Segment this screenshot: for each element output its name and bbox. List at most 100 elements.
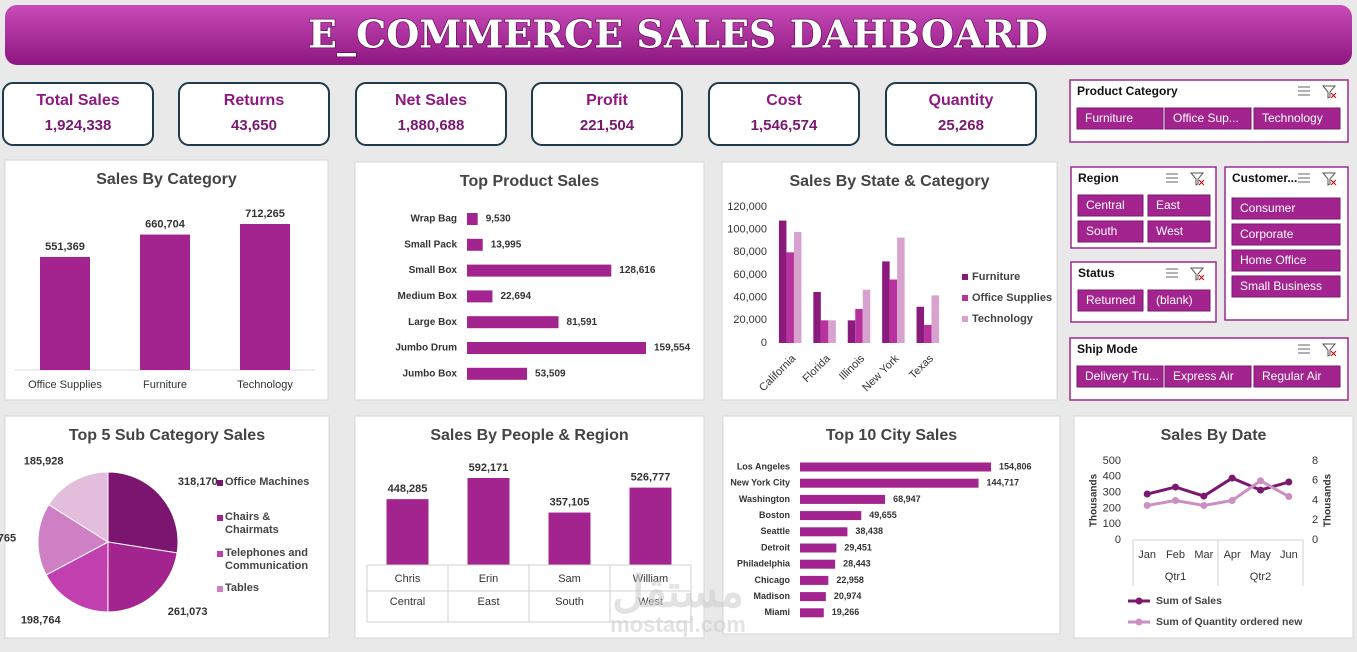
kpi-label: Total Sales	[36, 92, 119, 109]
y-tick-label: Seattle	[760, 526, 790, 536]
y-tick-label: Large Box	[408, 317, 457, 328]
slicer-item-label[interactable]: Consumer	[1240, 201, 1295, 215]
slicer-item[interactable]	[1076, 107, 1164, 130]
clear-filter-x	[1198, 274, 1205, 281]
pie-slice	[37, 504, 109, 576]
slicer-item[interactable]	[1147, 289, 1211, 312]
bar	[916, 306, 925, 343]
slicer-item-label[interactable]: Delivery Tru...	[1085, 369, 1159, 383]
bar	[467, 478, 510, 565]
bar	[882, 261, 890, 343]
slicer-item[interactable]	[1231, 275, 1341, 298]
bar	[847, 320, 856, 343]
data-label: 448,285	[388, 483, 428, 495]
pie-slice	[107, 541, 178, 613]
bar	[629, 487, 672, 565]
y-tick-label: Jumbo Box	[403, 368, 458, 379]
slicer-item[interactable]	[1231, 197, 1341, 220]
slicer-item[interactable]	[1231, 249, 1341, 272]
x-tick-label: Feb	[1166, 549, 1185, 561]
slicer-item[interactable]	[1231, 223, 1341, 246]
slicer-title: Ship Mode	[1077, 342, 1138, 356]
bar	[800, 478, 979, 488]
clear-filter-x	[1198, 179, 1205, 186]
y-tick-label: Boston	[759, 510, 790, 520]
data-label: 38,438	[855, 526, 883, 536]
clear-filter-x	[1330, 350, 1337, 357]
point	[1143, 501, 1151, 509]
legend-label: Office Supplies	[972, 292, 1052, 304]
line	[1146, 476, 1290, 498]
slicer-item[interactable]	[1147, 220, 1211, 243]
slicer-item-label[interactable]: East	[1156, 198, 1181, 212]
slicer-title: Status	[1078, 266, 1115, 280]
slicer-item-label[interactable]: Small Business	[1240, 279, 1322, 293]
data-label: 357,105	[550, 496, 590, 508]
kpi-label: Quantity	[929, 92, 994, 109]
slicer-item[interactable]	[1076, 365, 1164, 388]
slicer-item-label[interactable]: (blank)	[1156, 293, 1193, 307]
y-tick-label: 40,000	[733, 292, 767, 304]
bar	[924, 324, 932, 343]
data-label: 526,777	[631, 472, 671, 484]
slicer-item-label[interactable]: South	[1086, 224, 1117, 238]
slicer-item[interactable]	[1253, 365, 1341, 388]
slicer-item[interactable]	[1077, 289, 1144, 312]
slicer-item[interactable]	[1164, 107, 1252, 130]
slicer-item-label[interactable]: Express Air	[1173, 369, 1234, 383]
slicer-item-label[interactable]: Central	[1086, 198, 1125, 212]
legend-label: Sum of Sales	[1156, 595, 1222, 607]
legend-label: Sum of Quantity ordered new	[1156, 616, 1303, 628]
group-label: East	[477, 596, 499, 608]
y-tick-label: Small Pack	[404, 239, 457, 250]
y-tick-label: Detroit	[761, 542, 790, 552]
slicer-item[interactable]	[1147, 194, 1211, 217]
slicer-item-label[interactable]: Home Office	[1240, 253, 1307, 267]
slicer-item[interactable]	[1253, 107, 1341, 130]
watermark: مستقل	[612, 568, 744, 617]
chart-title: Sales By State & Category	[789, 173, 989, 190]
clear-filter-icon	[1321, 343, 1337, 357]
legend-swatch	[217, 551, 223, 557]
slicer-title: Region	[1078, 171, 1119, 185]
legend-label: Telephones and Communication	[225, 547, 309, 572]
pie-slice	[48, 471, 109, 543]
bar	[862, 289, 871, 343]
y-tick-label: 120,000	[727, 201, 767, 213]
slicer-item[interactable]	[1077, 220, 1144, 243]
slicer-item-label[interactable]: Corporate	[1240, 227, 1294, 241]
chart-title: Sales By People & Region	[430, 427, 628, 444]
slicer-item[interactable]	[1164, 365, 1252, 388]
legend-swatch	[962, 274, 968, 280]
data-label: 198,764	[21, 615, 62, 627]
chart-panel	[722, 415, 1061, 635]
y-tick-label: Miami	[764, 607, 790, 617]
slicer-item-label[interactable]: Technology	[1262, 111, 1323, 125]
legend-swatch	[962, 295, 968, 301]
slicer-item-label[interactable]: Furniture	[1085, 111, 1133, 125]
group-label: West	[638, 596, 663, 608]
bar	[467, 342, 646, 354]
legend-label: Furniture	[972, 271, 1020, 283]
slicer-item-label[interactable]: Regular Air	[1262, 369, 1321, 383]
y2-tick-label: 8	[1312, 455, 1318, 467]
bar	[467, 264, 612, 277]
slicer-item[interactable]	[1077, 194, 1144, 217]
data-label: 144,717	[987, 478, 1020, 488]
data-label: 261,073	[168, 606, 208, 618]
y-tick-label: Wrap Bag	[411, 214, 458, 225]
chart-title: Top 10 City Sales	[826, 427, 957, 444]
y-tick-label: 100	[1103, 518, 1121, 530]
y-tick-label: 60,000	[733, 269, 767, 281]
slicer-item-label[interactable]: Returned	[1086, 293, 1135, 307]
y-tick-label: Los Angeles	[737, 461, 790, 471]
data-label: 193,765	[0, 533, 16, 545]
legend-entry: Office Machines	[225, 476, 309, 488]
y-tick-label: 80,000	[733, 246, 767, 258]
x-tick-label: Technology	[237, 379, 293, 391]
legend-marker	[1135, 618, 1143, 626]
y-tick-label: 400	[1103, 471, 1121, 483]
slicer-item-label[interactable]: West	[1156, 224, 1184, 238]
x-tick-label: May	[1250, 549, 1271, 561]
slicer-item-label[interactable]: Office Sup...	[1173, 111, 1239, 125]
